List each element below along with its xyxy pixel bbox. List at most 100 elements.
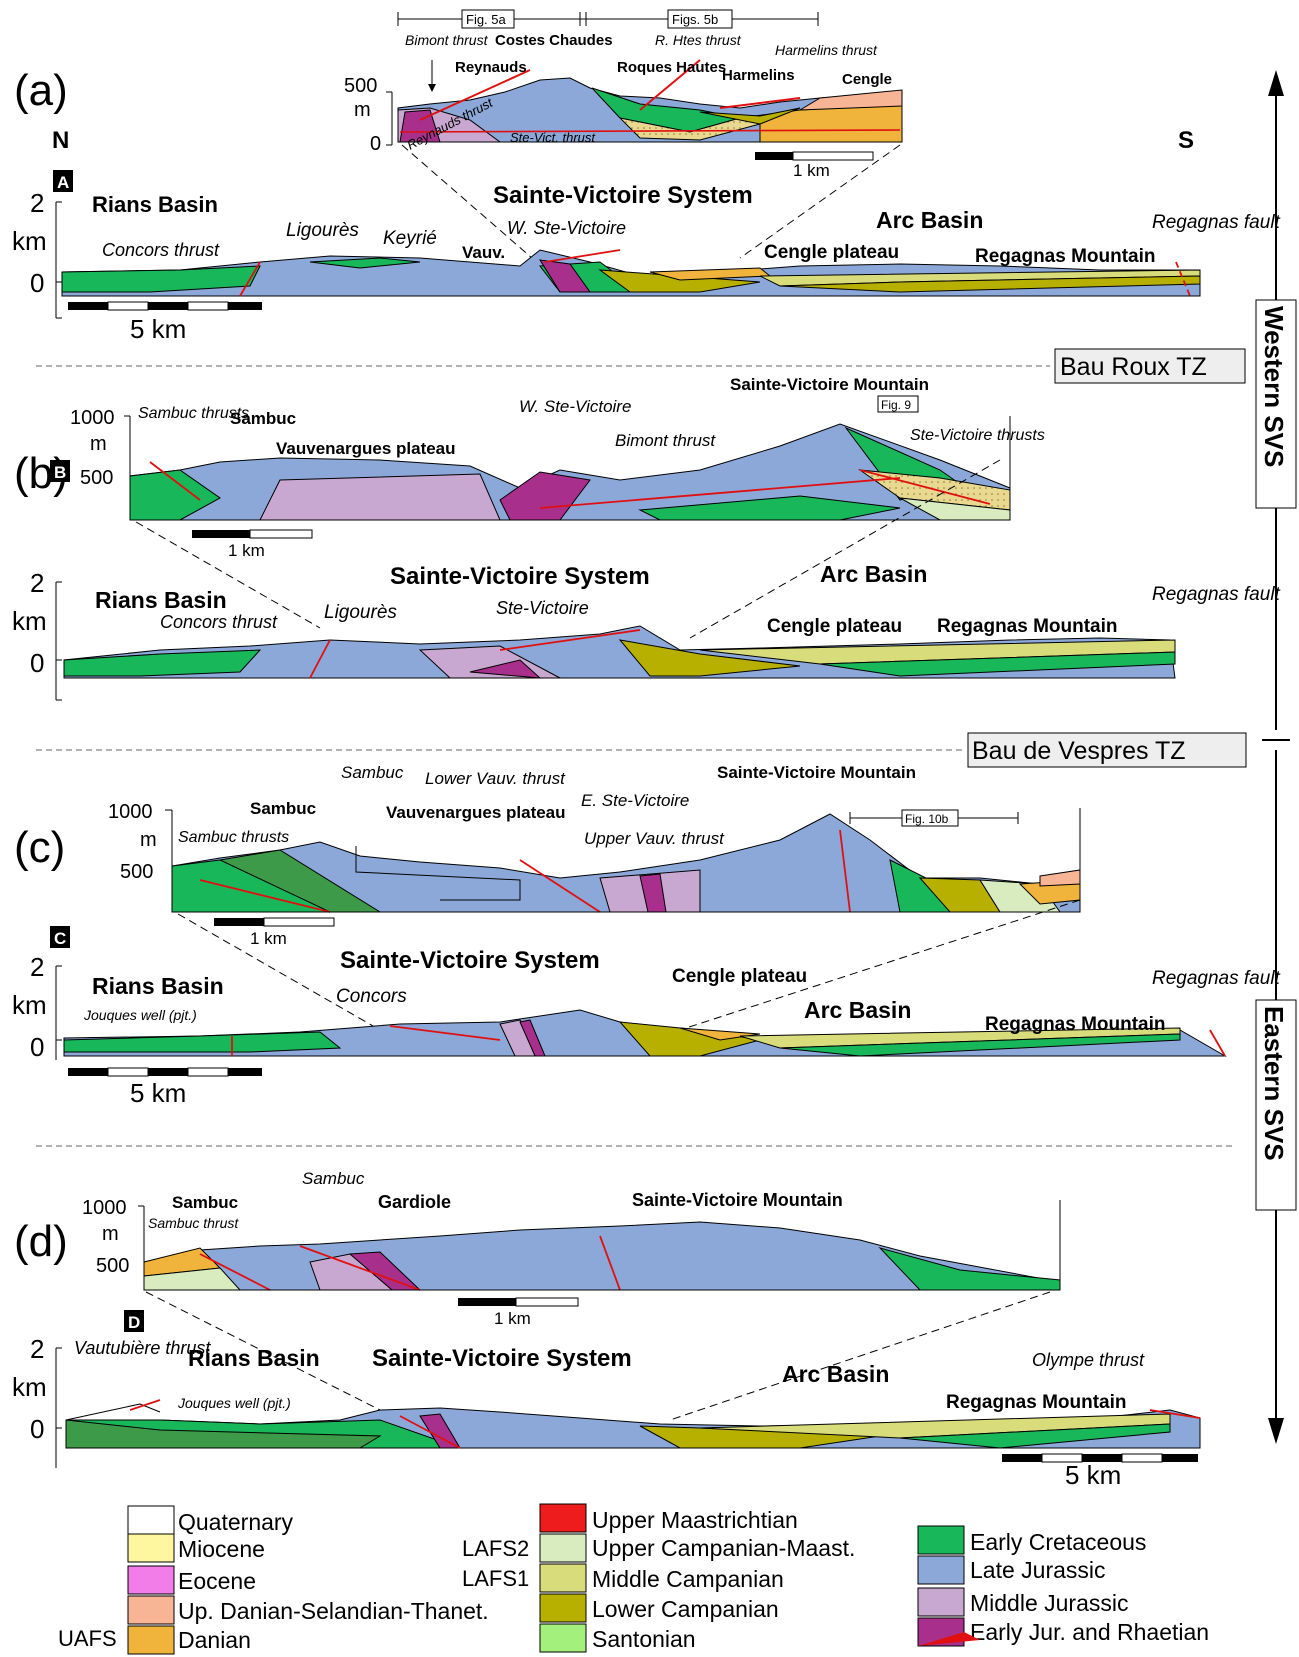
section-a-tick-0: 0 <box>30 268 44 298</box>
panel-c: (c) C 1000 m 500 <box>12 763 1281 1108</box>
label-svs-a: Sainte-Victoire System <box>493 182 753 209</box>
label-concors-thrust-b: Concors thrust <box>160 612 278 632</box>
section-c-scale: 5 km <box>130 1078 186 1108</box>
label-rians-basin-b: Rians Basin <box>95 587 227 613</box>
section-a-tick-2: 2 <box>30 188 44 218</box>
label-cengle-plateau-a: Cengle plateau <box>764 242 899 263</box>
label-rians-basin-c: Rians Basin <box>92 973 224 999</box>
legend-swatch-middle-jurassic <box>917 1587 965 1617</box>
legend-label-upper-campanian: Upper Campanian-Maast. <box>592 1535 855 1561</box>
legend-swatch-upper-maastrichtian <box>539 1503 587 1533</box>
label-sainte-victoire-mountain-d: Sainte-Victoire Mountain <box>632 1190 843 1210</box>
label-regagnas-mountain-b: Regagnas Mountain <box>937 616 1118 637</box>
panel-d: (d) D 1000 m 500 Sambuc Sambuc thrust Sa… <box>12 1169 1201 1490</box>
tz-bau-roux-label: Bau Roux TZ <box>1060 353 1207 381</box>
inset-a-scale: 1 km <box>793 161 830 180</box>
legend-label-lower-campanian: Lower Campanian <box>592 1596 779 1622</box>
inset-c-tick-500: 500 <box>120 861 153 883</box>
panel-a: (a) N S A Fig. 5a Figs. 5b <box>12 9 1281 344</box>
label-sambuc-c: Sambuc <box>250 799 316 818</box>
label-w-ste-victoire-b: W. Ste-Victoire <box>519 397 631 416</box>
inset-d-scale: 1 km <box>494 1309 531 1328</box>
section-a-tick-km: km <box>12 226 47 256</box>
box-c-letter: C <box>54 929 66 948</box>
legend-swatch-middle-campanian <box>539 1563 587 1593</box>
legend-swatch-quaternary <box>127 1505 175 1535</box>
legend-swatch-up-danian <box>127 1595 175 1625</box>
label-e-ste-victoire-c: E. Ste-Victoire <box>581 791 689 810</box>
box-a-letter: A <box>57 173 69 192</box>
panel-b: (b) B 1000 m 500 Sambuc thrusts Sambuc V… <box>12 375 1281 701</box>
label-roques-hautes: Roques Hautes <box>617 59 726 76</box>
label-svs-b: Sainte-Victoire System <box>390 563 650 590</box>
label-cengle: Cengle <box>842 71 892 88</box>
legend-uafs-label: UAFS <box>58 1626 117 1651</box>
inset-c-tick-1000: 1000 <box>108 801 153 823</box>
label-costes-chaudes: Costes Chaudes <box>495 32 613 49</box>
label-arc-basin-d: Arc Basin <box>782 1361 889 1387</box>
section-b-tick-km: km <box>12 606 47 636</box>
label-concors-c: Concors <box>336 986 407 1007</box>
label-vauvenargues-plateau-c: Vauvenargues plateau <box>386 803 566 822</box>
label-harmelins-thrust: Harmelins thrust <box>775 42 878 58</box>
legend-label-early-jur: Early Jur. and Rhaetian <box>970 1619 1209 1645</box>
inset-a: Fig. 5a Figs. 5b 500 m 0 Bimont thrust <box>344 9 903 180</box>
label-regagnas-mountain-c: Regagnas Mountain <box>985 1014 1166 1035</box>
label-sambuc-c2: Sambuc <box>341 763 404 782</box>
legend-swatch-santonian <box>539 1623 587 1653</box>
legend-lafs2-label: LAFS2 <box>462 1536 529 1561</box>
section-b <box>55 581 1176 701</box>
label-jouques-well-d: Jouques well (pjt.) <box>177 1395 291 1411</box>
label-concors-thrust-a: Concors thrust <box>102 240 220 260</box>
label-sambuc-thrust-d: Sambuc thrust <box>148 1215 239 1231</box>
inset-b-tick-m: m <box>90 433 107 455</box>
tz-bau-de-vespres-label: Bau de Vespres TZ <box>972 737 1186 765</box>
legend-swatch-late-jurassic <box>917 1555 965 1585</box>
legend-label-danian: Danian <box>178 1627 251 1653</box>
legend-label-miocene: Miocene <box>178 1536 265 1562</box>
section-b-tick-2: 2 <box>30 568 44 598</box>
section-d-scale: 5 km <box>1065 1460 1121 1490</box>
label-reynauds: Reynauds <box>455 59 527 76</box>
inset-d-tick-1000: 1000 <box>82 1197 127 1219</box>
box-d-letter: D <box>128 1313 140 1332</box>
label-ste-vict-thrust: Ste-Vict. thrust <box>510 130 596 145</box>
label-sambuc-thrusts-c: Sambuc thrusts <box>178 829 289 846</box>
inset-a-tick-500: 500 <box>344 75 377 97</box>
label-lower-vauv-thrust-c: Lower Vauv. thrust <box>425 769 566 788</box>
legend-label-quaternary: Quaternary <box>178 1509 294 1535</box>
section-c-tick-2: 2 <box>30 952 44 982</box>
fig-ref-10b: Fig. 10b <box>905 812 949 826</box>
label-keyrie-a: Keyrié <box>383 228 437 249</box>
label-sambuc-d: Sambuc <box>172 1193 238 1212</box>
label-r-htes-thrust: R. Htes thrust <box>655 32 742 48</box>
section-b-tick-0: 0 <box>30 648 44 678</box>
label-ste-victoire-thrusts-b: Ste-Victoire thrusts <box>910 427 1045 444</box>
legend-label-middle-campanian: Middle Campanian <box>592 1566 784 1592</box>
label-regagnas-mountain-a: Regagnas Mountain <box>975 246 1156 267</box>
label-sambuc-d2: Sambuc <box>302 1169 365 1188</box>
tz-bau-de-vespres-box <box>967 732 1247 768</box>
legend-label-early-cretaceous: Early Cretaceous <box>970 1529 1146 1555</box>
section-c <box>55 965 1227 1060</box>
inset-d-tick-500: 500 <box>96 1255 129 1277</box>
section-d-tick-2: 2 <box>30 1334 44 1364</box>
label-vautubiere-thrust-d: Vautubière thrust <box>74 1338 211 1358</box>
label-cengle-plateau-b: Cengle plateau <box>767 616 902 637</box>
label-sambuc-thrusts-b: Sambuc thrusts <box>138 405 249 422</box>
legend-swatch-upper-campanian <box>539 1533 587 1563</box>
label-olympe-thrust-d: Olympe thrust <box>1032 1350 1145 1370</box>
inset-d-tick-m: m <box>102 1223 119 1245</box>
label-regagnas-fault-b: Regagnas fault <box>1152 584 1281 605</box>
north-label: N <box>52 127 69 154</box>
label-ligoures-b: Ligourès <box>324 602 397 623</box>
label-gardiole-d: Gardiole <box>378 1192 451 1212</box>
south-label: S <box>1178 127 1194 154</box>
inset-b-tick-1000: 1000 <box>70 407 115 429</box>
label-arc-basin-a: Arc Basin <box>876 207 983 233</box>
legend-label-late-jurassic: Late Jurassic <box>970 1557 1106 1583</box>
legend-label-eocene: Eocene <box>178 1568 256 1594</box>
panel-a-label: (a) <box>14 66 68 115</box>
label-cengle-plateau-c: Cengle plateau <box>672 966 807 987</box>
eastern-svs-label: Eastern SVS <box>1259 1006 1289 1161</box>
